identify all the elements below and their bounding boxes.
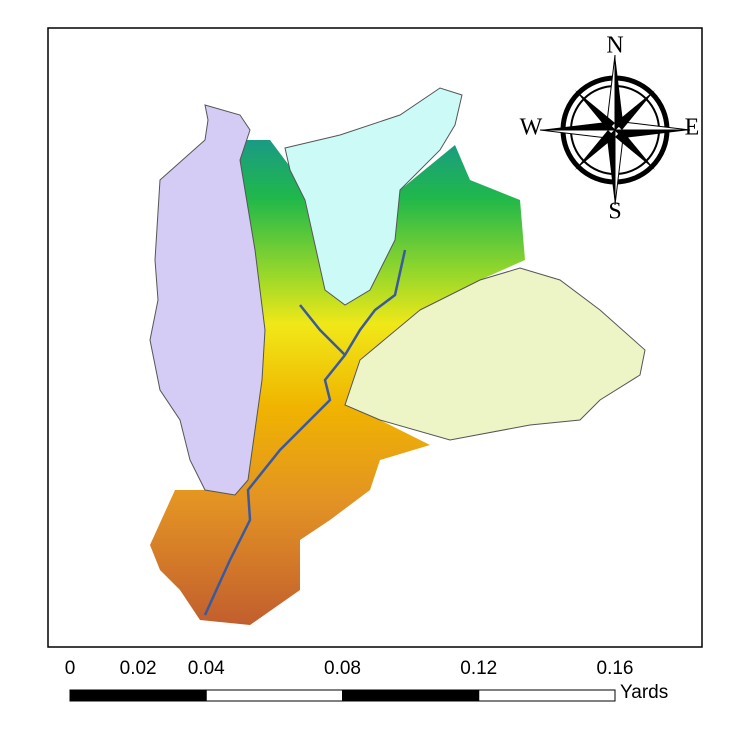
elevation-raster [150,140,525,625]
scale-label: 0.16 [597,658,634,679]
stream [203,249,407,616]
watershed-east [344,267,646,441]
watershed-north [284,87,463,306]
compass-north: N [606,33,623,59]
stream [299,304,346,356]
compass-rose [539,54,691,206]
scale-label: 0.08 [324,658,361,679]
scale-segment [478,689,616,702]
scale-segment [342,689,480,702]
compass-south: S [608,199,621,225]
scale-segment [205,689,343,702]
scale-label: 0 [65,658,76,679]
compass-west: W [520,115,543,141]
scale-segment [137,689,207,702]
scale-label: 0.12 [460,658,497,679]
watershed-west [149,104,266,496]
scale-label: 0.02 [120,658,157,679]
scale-unit: Yards [620,682,668,703]
compass-east: E [685,115,700,141]
scale-segment [69,689,139,702]
scale-label: 0.04 [188,658,225,679]
